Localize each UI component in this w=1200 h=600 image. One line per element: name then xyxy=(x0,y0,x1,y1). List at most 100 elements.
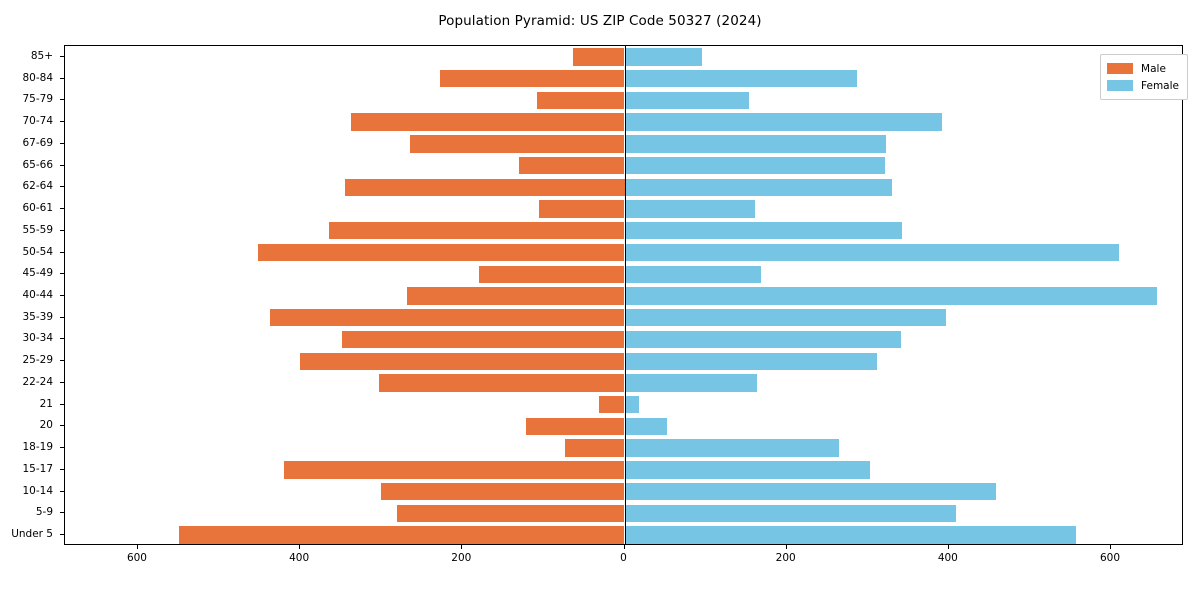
bar-row xyxy=(65,222,1182,240)
y-tick-mark xyxy=(60,295,64,296)
bar-male xyxy=(396,504,625,523)
bar-row xyxy=(65,156,1182,175)
bar-female xyxy=(624,396,640,414)
bar-row xyxy=(65,287,1182,305)
bar-female xyxy=(624,222,902,240)
bar-male xyxy=(270,309,625,327)
x-tick-mark xyxy=(947,545,949,549)
bar-female xyxy=(624,504,957,523)
bar-female xyxy=(624,156,885,175)
bar-female xyxy=(624,113,943,131)
x-tick-mark xyxy=(1110,545,1112,549)
bar-female xyxy=(624,461,871,479)
y-tick-mark xyxy=(60,403,64,405)
y-tick-label: 5-9 xyxy=(35,506,53,519)
bar-row xyxy=(65,526,1182,544)
plot-area xyxy=(64,45,1183,545)
bar-row xyxy=(65,482,1182,501)
bar-female xyxy=(624,48,703,66)
bar-male xyxy=(351,113,625,131)
y-tick-label: 70-74 xyxy=(22,115,53,128)
bar-row xyxy=(65,374,1182,392)
x-tick-mark xyxy=(136,545,138,549)
bar-female xyxy=(624,178,893,196)
bar-row xyxy=(65,504,1182,523)
bar-row xyxy=(65,417,1182,436)
bar-row xyxy=(65,178,1182,196)
x-axis: 600 400 200 0 200 400 600 xyxy=(64,545,1183,585)
bar-male xyxy=(599,396,625,414)
bar-male xyxy=(381,482,625,501)
x-tick-label: 200 xyxy=(775,552,796,564)
bar-female xyxy=(624,200,756,218)
bar-male xyxy=(300,352,625,370)
y-tick-label: 67-69 xyxy=(22,136,53,149)
y-tick-label: 62-64 xyxy=(22,180,53,193)
y-tick-label: 85+ xyxy=(30,49,53,62)
y-tick-mark xyxy=(60,338,64,340)
legend-label-female: Female xyxy=(1141,79,1179,92)
bar-female xyxy=(624,135,887,153)
y-tick-label: 45-49 xyxy=(22,267,53,280)
bar-male xyxy=(519,156,625,175)
x-tick-label: 600 xyxy=(1099,552,1121,564)
bar-row xyxy=(65,135,1182,153)
bar-male xyxy=(526,417,625,436)
y-tick-mark xyxy=(60,512,64,514)
bar-row xyxy=(65,309,1182,327)
bar-male xyxy=(536,91,625,110)
y-tick-label: 21 xyxy=(39,397,53,410)
y-tick-label: 35-39 xyxy=(22,310,53,323)
x-tick-mark xyxy=(299,545,301,549)
bar-female xyxy=(624,417,668,436)
y-tick-label: 65-66 xyxy=(22,158,53,171)
bar-row xyxy=(65,396,1182,414)
bar-row xyxy=(65,461,1182,479)
bar-row xyxy=(65,439,1182,457)
y-tick-label: Under 5 xyxy=(11,528,53,541)
bar-female xyxy=(624,330,901,349)
bar-row xyxy=(65,113,1182,131)
y-tick-label: 22-24 xyxy=(22,375,53,388)
bar-row xyxy=(65,243,1182,262)
bar-female xyxy=(624,482,996,501)
bar-female xyxy=(624,352,878,370)
bar-female xyxy=(624,287,1158,305)
bar-male xyxy=(179,526,625,544)
bar-row xyxy=(65,265,1182,283)
y-tick-label: 40-44 xyxy=(22,289,53,301)
y-tick-label: 15-17 xyxy=(22,462,53,475)
y-tick-mark xyxy=(60,121,64,123)
y-tick-label: 10-14 xyxy=(22,484,53,497)
y-tick-mark xyxy=(60,55,64,57)
y-tick-mark xyxy=(60,360,64,362)
x-tick-label: 400 xyxy=(937,552,958,564)
x-tick-mark xyxy=(623,545,625,549)
chart-title: Population Pyramid: US ZIP Code 50327 (2… xyxy=(438,13,762,29)
legend-label-male: Male xyxy=(1141,62,1166,75)
y-tick-label: 60-61 xyxy=(22,202,53,215)
y-tick-mark xyxy=(60,534,64,536)
bar-female xyxy=(624,91,750,110)
y-tick-mark xyxy=(60,381,64,383)
y-tick-label: 50-54 xyxy=(22,245,53,258)
legend-item-male: Male xyxy=(1107,60,1179,77)
bar-female xyxy=(624,265,761,283)
y-tick-mark xyxy=(60,316,64,318)
y-tick-mark xyxy=(60,447,64,449)
y-tick-mark xyxy=(60,273,64,275)
y-tick-label: 55-59 xyxy=(22,223,53,236)
bar-female xyxy=(624,69,858,88)
bar-male xyxy=(378,374,625,392)
y-tick-label: 20 xyxy=(39,419,53,432)
bar-male xyxy=(407,287,625,305)
bar-male xyxy=(538,200,625,218)
x-tick-label: 600 xyxy=(126,552,147,564)
bar-row xyxy=(65,330,1182,349)
chart-legend: Male Female xyxy=(1100,54,1188,100)
y-tick-mark xyxy=(60,99,64,101)
bar-male xyxy=(478,265,625,283)
y-tick-mark xyxy=(60,490,64,492)
y-tick-label: 80-84 xyxy=(22,71,53,84)
